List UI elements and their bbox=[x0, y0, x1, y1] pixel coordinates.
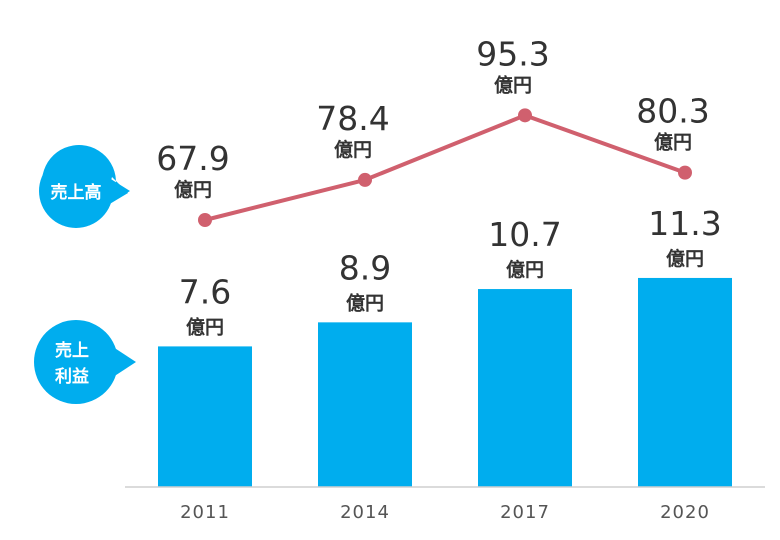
line-value-label-2014: 78.4 bbox=[316, 99, 389, 138]
labels-layer: 7.6億円8.9億円10.7億円11.3億円67.9億円78.4億円95.3億円… bbox=[156, 34, 721, 338]
bar-unit-label-2017: 億円 bbox=[506, 258, 544, 281]
legend-callout-profit: 売上 利益 bbox=[34, 320, 136, 404]
bar-2011 bbox=[158, 346, 252, 487]
line-unit-label-2011: 億円 bbox=[174, 178, 212, 201]
bar-unit-label-2011: 億円 bbox=[186, 315, 224, 338]
legend-callout-sales: 売上高 bbox=[39, 145, 130, 228]
line-unit-label-2014: 億円 bbox=[334, 138, 372, 161]
line-value-label-2017: 95.3 bbox=[476, 34, 549, 73]
line-point-2011 bbox=[198, 213, 212, 227]
x-tick-2014: 2014 bbox=[340, 502, 390, 523]
line-point-2017 bbox=[518, 108, 532, 123]
line-point-2020 bbox=[678, 165, 692, 180]
bar-unit-label-2014: 億円 bbox=[346, 291, 384, 314]
line-unit-label-2020: 億円 bbox=[654, 131, 692, 154]
callout-circle-profit bbox=[34, 320, 118, 404]
bar-value-label-2020: 11.3 bbox=[648, 204, 721, 243]
sales-line bbox=[204, 113, 686, 222]
line-layer bbox=[198, 108, 692, 227]
line-value-label-2011: 67.9 bbox=[156, 139, 229, 178]
x-tick-labels: 2011 2014 2017 2020 bbox=[180, 502, 710, 523]
bar-value-label-2014: 8.9 bbox=[339, 248, 391, 287]
bar-2017 bbox=[478, 289, 572, 487]
bar-value-label-2011: 7.6 bbox=[179, 272, 231, 311]
callout-pointer-profit bbox=[110, 345, 136, 379]
x-tick-2020: 2020 bbox=[660, 502, 710, 523]
bars-layer bbox=[158, 277, 732, 487]
line-point-2014 bbox=[358, 172, 372, 187]
x-tick-2017: 2017 bbox=[500, 502, 550, 523]
line-value-label-2020: 80.3 bbox=[636, 92, 709, 131]
callout-circle-sales bbox=[39, 154, 113, 228]
callout-pointer-sales bbox=[106, 176, 130, 206]
bar-2014 bbox=[318, 322, 412, 487]
line-unit-label-2017: 億円 bbox=[494, 73, 532, 96]
bar-value-label-2017: 10.7 bbox=[488, 215, 561, 254]
bar-2020 bbox=[638, 277, 732, 487]
x-tick-2011: 2011 bbox=[180, 502, 230, 523]
callout-text-profit-line2: 利益 bbox=[55, 366, 89, 387]
callout-text-sales: 売上高 bbox=[51, 182, 102, 203]
bar-unit-label-2020: 億円 bbox=[666, 247, 704, 270]
callout-text-profit-line1: 売上 bbox=[55, 340, 89, 361]
